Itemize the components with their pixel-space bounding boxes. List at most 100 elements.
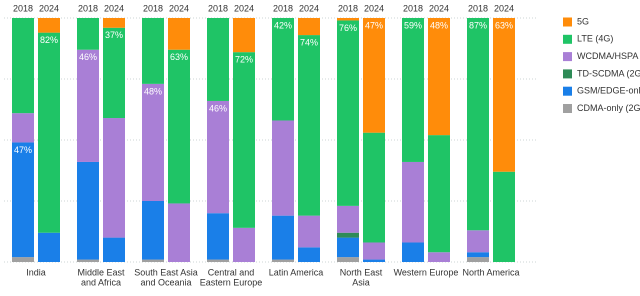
value-label: 76% [339, 23, 357, 33]
group-label: South East Asia [134, 267, 198, 277]
value-label: 63% [170, 52, 188, 62]
legend-swatch [563, 86, 572, 96]
bar-segment [467, 18, 489, 231]
bar-segment [428, 18, 450, 136]
group-label: Eastern Europe [200, 277, 263, 287]
bar-segment [77, 49, 99, 162]
x-tick-label: 2024 [494, 3, 514, 13]
legend-swatch [563, 52, 572, 62]
bar-segment [428, 135, 450, 253]
bar-segment [103, 27, 125, 119]
bar-segment [272, 215, 294, 260]
x-tick-label: 2024 [299, 3, 319, 13]
bar-segment [337, 18, 359, 21]
bar-segment [298, 215, 320, 248]
bar-segment [272, 120, 294, 216]
bar-segment [168, 203, 190, 262]
bar-segment [103, 118, 125, 238]
legend-label: LTE (4G) [577, 34, 613, 44]
bar-segment [77, 259, 99, 262]
bar-segment [207, 18, 229, 101]
bar-segment [272, 259, 294, 262]
x-tick-label: 2018 [403, 3, 423, 13]
bar-segment [142, 83, 164, 201]
group-label: Middle East [77, 267, 125, 277]
bar-segment [272, 18, 294, 121]
bar-segment [428, 252, 450, 262]
bar-segment [363, 259, 385, 262]
bar-segment [402, 18, 424, 162]
bar-segment [142, 201, 164, 260]
bar-segment [402, 161, 424, 243]
bar-segment [12, 113, 34, 143]
x-tick-label: 2018 [78, 3, 98, 13]
bar-segment [12, 257, 34, 262]
value-label: 82% [40, 35, 58, 45]
value-label: 74% [300, 37, 318, 47]
x-tick-label: 2024 [364, 3, 384, 13]
group-label: India [26, 267, 46, 277]
x-tick-label: 2024 [234, 3, 254, 13]
bar-segment [77, 161, 99, 260]
x-tick-label: 2018 [273, 3, 293, 13]
value-label: 37% [105, 30, 123, 40]
legend-label: WCDMA/HSPA (3G) [577, 51, 640, 61]
x-tick-label: 2018 [208, 3, 228, 13]
bar-segment [337, 237, 359, 258]
legend-label: GSM/EDGE-only (2G) [577, 86, 640, 96]
value-label: 46% [209, 103, 227, 113]
bar-segment [142, 259, 164, 262]
legend-swatch [563, 104, 572, 113]
legend-swatch [563, 34, 572, 44]
bar-segment [168, 18, 190, 50]
bar-segment [363, 132, 385, 243]
x-tick-label: 2018 [338, 3, 358, 13]
bar-segment [233, 52, 255, 228]
bar-segment [337, 257, 359, 262]
legend-label: CDMA-only (2G/3G) [577, 103, 640, 113]
bar-segment [233, 227, 255, 262]
bar-segment [467, 230, 489, 253]
value-label: 47% [14, 145, 32, 155]
bar-segment [493, 18, 515, 172]
value-label: 72% [235, 55, 253, 65]
x-tick-label: 2024 [169, 3, 189, 13]
x-tick-label: 2024 [39, 3, 59, 13]
bar-segment [363, 242, 385, 260]
legend-swatch [563, 69, 572, 79]
legend-swatch [563, 17, 572, 27]
x-tick-label: 2024 [429, 3, 449, 13]
x-tick-label: 2018 [468, 3, 488, 13]
bar-segment [207, 259, 229, 262]
group-label: Latin America [269, 267, 324, 277]
group-label: and Oceania [140, 277, 191, 287]
value-label: 47% [365, 20, 383, 30]
bar-segment [337, 205, 359, 233]
bar-segment [363, 18, 385, 133]
bar-segment [77, 18, 99, 50]
legend-label: 5G [577, 16, 589, 26]
group-label: North East [340, 267, 383, 277]
bar-segment [298, 18, 320, 36]
bar-segment [298, 247, 320, 262]
value-label: 87% [469, 20, 487, 30]
bar-segment [103, 237, 125, 262]
bar-segment [337, 232, 359, 238]
bar-segment [38, 18, 60, 33]
bar-segment [103, 18, 125, 28]
bar-segment [207, 100, 229, 214]
bar-segment [38, 232, 60, 262]
group-label: Western Europe [394, 267, 459, 277]
bar-segment [467, 257, 489, 262]
group-label: Central and [208, 267, 255, 277]
bar-segment [467, 252, 489, 258]
bar-segment [12, 18, 34, 114]
x-tick-label: 2024 [104, 3, 124, 13]
value-label: 63% [495, 20, 513, 30]
bar-segment [493, 171, 515, 262]
value-label: 46% [79, 52, 97, 62]
value-label: 48% [430, 20, 448, 30]
x-tick-label: 2018 [143, 3, 163, 13]
bar-segment [233, 18, 255, 53]
